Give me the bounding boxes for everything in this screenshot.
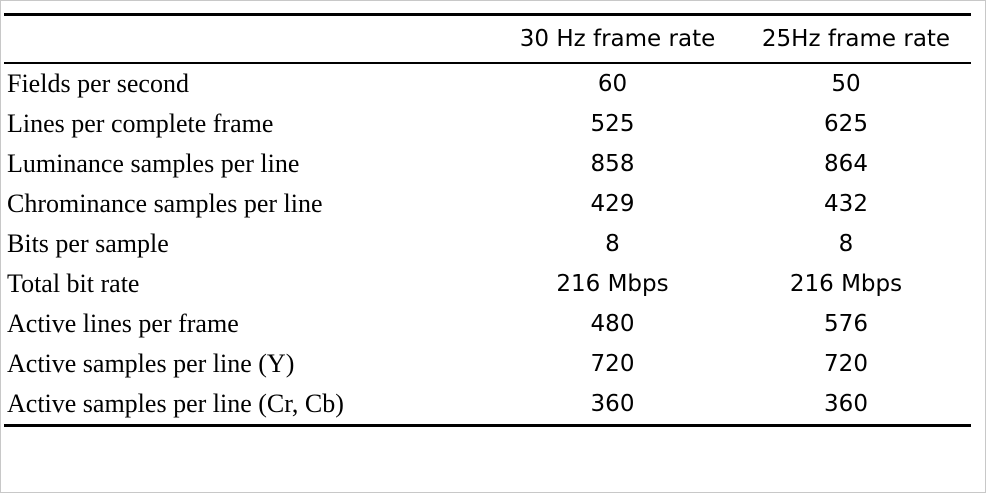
value-25hz: 576 [824,311,868,337]
table-row: Active lines per frame 480 576 [4,304,971,344]
value-30hz: 720 [590,351,635,377]
value-25hz: 360 [824,391,868,417]
value-25hz: 720 [824,351,868,377]
header-30hz: 30 Hz frame rate [519,26,716,52]
value-25hz: 8 [838,231,854,257]
value-25hz: 625 [824,111,868,137]
value-25hz: 50 [831,71,861,97]
row-label: Bits per sample [7,229,169,258]
table-row: Active samples per line (Y) 720 720 [4,344,971,384]
row-label: Chrominance samples per line [7,189,323,218]
table-row: Chrominance samples per line 429 432 [4,184,971,224]
value-30hz: 216 Mbps [556,271,669,297]
value-30hz: 60 [597,71,628,97]
row-label: Active samples per line (Cr, Cb) [7,389,344,418]
value-25hz: 432 [824,191,868,217]
table-row: Lines per complete frame 525 625 [4,104,971,144]
value-30hz: 429 [590,191,635,217]
header-parameter [4,15,494,64]
value-30hz: 525 [590,111,635,137]
table-row: Fields per second 60 50 [4,63,971,104]
value-30hz: 8 [605,231,620,257]
row-label: Lines per complete frame [7,109,274,138]
table-row: Luminance samples per line 858 864 [4,144,971,184]
frame-rate-spec-table: 30 Hz frame rate 25Hz frame rate Fields … [4,13,971,427]
row-label: Active lines per frame [7,309,239,338]
table-row: Total bit rate 216 Mbps 216 Mbps [4,264,971,304]
row-label: Fields per second [7,69,189,98]
table-header-row: 30 Hz frame rate 25Hz frame rate [4,14,971,64]
value-30hz: 480 [590,311,635,337]
value-25hz: 864 [824,151,868,177]
value-30hz: 858 [590,151,635,177]
row-label: Luminance samples per line [7,149,300,178]
row-label: Active samples per line (Y) [7,349,295,378]
value-30hz: 360 [590,391,635,417]
table-row: Bits per sample 8 8 [4,224,971,264]
header-25hz: 25Hz frame rate [761,26,951,52]
row-label: Total bit rate [7,269,140,298]
table-row: Active samples per line (Cr, Cb) 360 360 [4,384,971,426]
value-25hz: 216 Mbps [789,271,903,297]
